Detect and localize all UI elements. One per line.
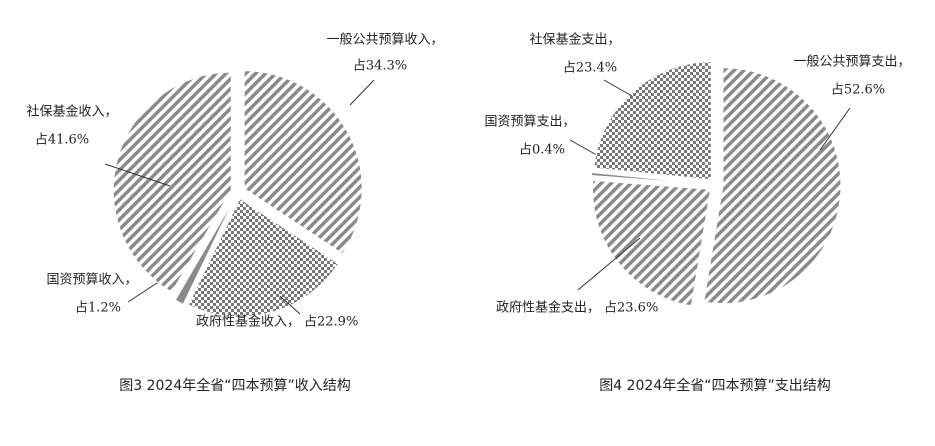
slice-value: 占52.6% (831, 83, 885, 98)
slice-label: 一般公共预算支出， (793, 54, 910, 70)
pie-slice (593, 61, 712, 181)
slice-label: 政府性基金支出， (496, 300, 600, 316)
slice-value: 占41.6% (35, 133, 89, 148)
pie-slice (187, 198, 339, 318)
leader-line (819, 107, 851, 151)
pie-slice (112, 71, 232, 293)
slice-value: 占0.4% (519, 143, 565, 158)
slice-label: 国资预算收入， (46, 273, 137, 288)
pie-slice (703, 67, 842, 305)
pie-slice (590, 171, 710, 185)
slice-label: 政府性基金收入， (196, 314, 300, 330)
pie-slice (591, 179, 712, 307)
chart-title: 图4 2024年全省“四本预算”支出结构 (599, 377, 831, 394)
leader-line (349, 79, 375, 106)
leader-line (104, 163, 171, 187)
slice-value: 占23.4% (563, 61, 617, 76)
slice-value: 占1.2% (75, 301, 121, 316)
leader-line (279, 295, 301, 315)
leader-line (603, 79, 633, 97)
slice-value: 占22.9% (304, 315, 358, 330)
slice-label: 社保基金支出， (529, 32, 620, 48)
slice-value: 占23.6% (604, 301, 658, 316)
slice-label: 社保基金收入， (26, 104, 117, 120)
slice-value: 占34.3% (353, 59, 407, 74)
slice-label: 一般公共预算收入， (326, 32, 443, 48)
slice-label: 国资预算支出， (484, 115, 575, 130)
pie-slice (243, 70, 363, 255)
leader-line (577, 237, 641, 291)
chart-title: 图3 2024年全省“四本预算”收入结构 (119, 377, 351, 394)
pie-slice (174, 197, 236, 305)
